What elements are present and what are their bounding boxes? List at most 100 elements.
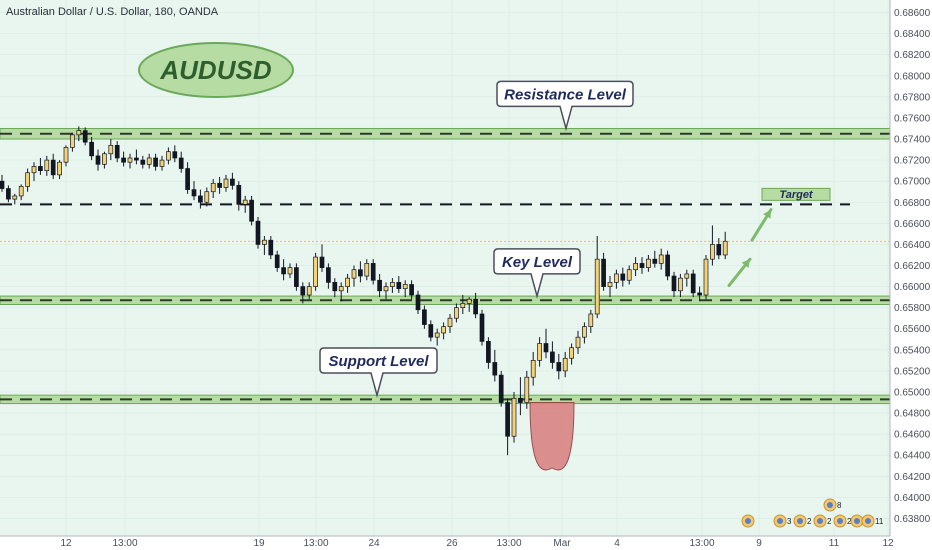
time-tick-label: 13:00 — [689, 538, 714, 549]
candle-body — [262, 239, 267, 245]
candle-body — [178, 157, 184, 169]
candle-body — [377, 279, 382, 292]
event-count-label: 2 — [807, 517, 812, 526]
time-tick-label: 13:00 — [496, 538, 521, 549]
candle-body — [191, 189, 197, 197]
candle-body — [543, 343, 549, 353]
candle-body — [626, 269, 632, 281]
candle-body — [633, 263, 638, 271]
time-tick-label: 13:00 — [112, 538, 137, 549]
candle-body — [44, 159, 50, 171]
event-count-label: 2 — [847, 517, 852, 526]
candle-body — [370, 263, 376, 281]
candle-body — [255, 220, 261, 245]
price-tick-label: 0.64800 — [894, 409, 931, 420]
candle-body — [223, 178, 229, 188]
price-tick-label: 0.64400 — [894, 451, 931, 462]
candle-body — [460, 303, 466, 309]
price-tick-label: 0.67600 — [894, 113, 931, 124]
candle-body — [204, 191, 210, 203]
candle-body — [127, 157, 133, 163]
candle-body — [447, 317, 453, 327]
time-tick-label: 19 — [253, 538, 265, 549]
callout-label: Resistance Level — [504, 86, 627, 103]
price-tick-label: 0.66400 — [894, 240, 931, 251]
candle-body — [166, 151, 171, 161]
candle-body — [703, 258, 709, 296]
candle-body — [121, 157, 126, 163]
time-tick-label: 26 — [446, 538, 458, 549]
candle-body — [402, 284, 408, 290]
candle-body — [620, 273, 626, 281]
price-tick-label: 0.68400 — [894, 29, 931, 40]
price-tick-label: 0.67000 — [894, 177, 931, 188]
candle-body — [294, 267, 299, 287]
candle-body — [569, 347, 574, 359]
candle-body — [134, 157, 139, 161]
candle-body — [396, 282, 402, 290]
candle-body — [274, 254, 280, 268]
candle-body — [678, 277, 683, 292]
candle-body — [665, 254, 670, 277]
candle-body — [140, 159, 146, 165]
event-flag-dot — [854, 518, 860, 524]
time-tick-label: Mar — [553, 538, 571, 549]
candle-body — [690, 273, 696, 294]
time-tick-label: 4 — [614, 538, 620, 549]
price-tick-label: 0.65800 — [894, 303, 931, 314]
candle-body — [466, 298, 472, 304]
candle-body — [524, 376, 530, 403]
candle-body — [287, 267, 293, 275]
price-tick-label: 0.66800 — [894, 198, 931, 209]
price-tick-label: 0.64200 — [894, 472, 931, 483]
candle-body — [319, 256, 325, 268]
price-axis[interactable]: 0.68600 0.68400 0.68200 0.68000 0.67800 0.676… — [889, 0, 932, 550]
candle-body — [428, 324, 434, 338]
symbol-badge: AUDUSD — [138, 42, 294, 98]
candle-body — [486, 341, 491, 363]
target-label: Target — [779, 189, 814, 201]
candle-body — [390, 282, 395, 287]
candle-body — [338, 286, 344, 292]
candle-body — [594, 258, 600, 315]
candle-body — [25, 172, 30, 187]
time-axis-background — [0, 536, 890, 550]
time-tick-label: 13:00 — [303, 538, 328, 549]
candle-body — [63, 147, 69, 163]
candles-layer — [0, 126, 728, 456]
candle-body — [230, 178, 235, 186]
candle-body — [146, 157, 152, 165]
callout-box — [496, 80, 634, 132]
event-flag-dot — [837, 518, 843, 524]
candle-body — [409, 284, 414, 296]
candle-body — [415, 294, 421, 311]
candle-body — [70, 134, 75, 148]
candle-body — [249, 199, 254, 222]
candle-body — [12, 195, 18, 200]
event-count-label: 3 — [787, 517, 792, 526]
time-axis[interactable]: 12 13:00 19 13:00 24 26 13:00 Mar 4 13:00 9 11 12 — [0, 535, 894, 550]
price-tick-label: 0.68000 — [894, 71, 931, 82]
candle-body — [306, 286, 312, 296]
chart-title: Australian Dollar / U.S. Dollar, 180, OA… — [6, 6, 219, 18]
candle-body — [108, 144, 114, 155]
event-count-label: 2 — [827, 517, 832, 526]
candle-body — [313, 256, 318, 287]
candle-body — [639, 263, 645, 268]
candle-body — [172, 151, 178, 159]
candle-body — [50, 159, 56, 176]
time-tick-label: 12 — [60, 538, 72, 549]
candle-body — [18, 186, 24, 197]
time-tick-label: 9 — [756, 538, 762, 549]
price-tick-label: 0.67800 — [894, 92, 931, 103]
candle-body — [198, 195, 203, 203]
candle-body — [607, 282, 613, 287]
candle-body — [351, 269, 357, 279]
event-markers[interactable]: 32282511 — [741, 498, 884, 528]
candle-body — [236, 185, 242, 205]
price-tick-label: 0.65400 — [894, 345, 931, 356]
price-tick-label: 0.65600 — [894, 324, 931, 335]
candle-body — [76, 130, 82, 136]
candle-body — [614, 273, 619, 283]
